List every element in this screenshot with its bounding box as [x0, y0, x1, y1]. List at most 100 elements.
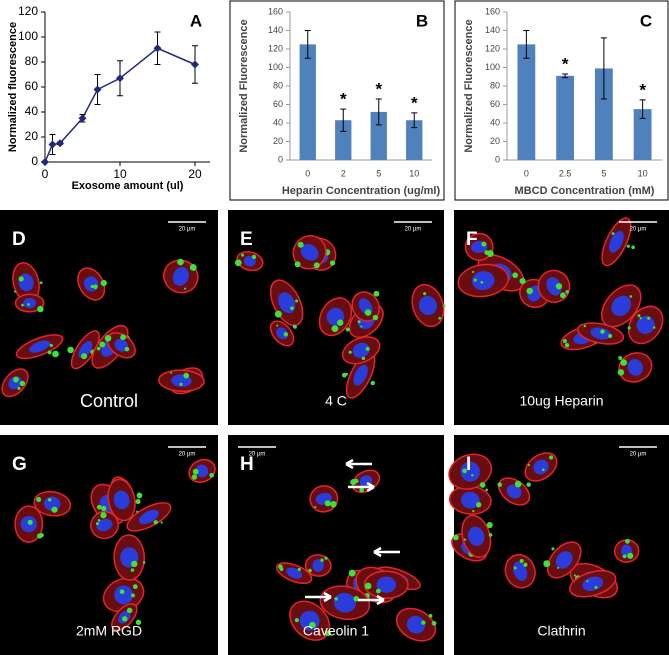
bar	[594, 68, 613, 160]
vesicle	[297, 241, 304, 248]
vesicle	[96, 504, 102, 510]
point	[116, 74, 124, 83]
error-bar	[523, 30, 530, 59]
vesicle	[179, 382, 183, 386]
nucleus	[300, 243, 319, 261]
vesicle	[184, 287, 187, 290]
vesicle	[345, 372, 349, 376]
vesicle	[131, 593, 135, 598]
vesicle	[27, 519, 33, 525]
x-tick-label: 2.5	[559, 168, 572, 178]
vesicle	[39, 281, 43, 285]
condition-label: 2mM RGD	[76, 623, 142, 639]
x-tick-label: 10	[409, 168, 419, 178]
vesicle	[626, 244, 630, 248]
vesicle	[421, 620, 426, 625]
condition-label: 4 C	[325, 393, 347, 409]
vesicle	[17, 386, 21, 390]
nucleus	[406, 615, 426, 634]
y-tick-label: 60	[25, 79, 39, 93]
vesicle	[309, 621, 316, 629]
vesicle	[136, 510, 139, 513]
vesicle	[519, 277, 526, 285]
arrow	[373, 546, 400, 558]
vesicle	[283, 332, 289, 337]
vesicle	[438, 316, 442, 320]
vesicle	[183, 372, 190, 379]
y-tick-label: 0	[278, 154, 283, 164]
nucleus	[590, 327, 611, 340]
vesicle	[631, 245, 635, 250]
y-tick-label: 100	[485, 62, 500, 72]
vesicle	[514, 480, 522, 488]
vesicle	[36, 533, 43, 539]
significance-mark: *	[562, 54, 569, 73]
vesicle	[608, 333, 613, 339]
y-tick-label: 0	[495, 154, 500, 164]
micrograph	[0, 435, 218, 655]
panel-letter: F	[466, 229, 478, 250]
vesicle	[600, 329, 605, 334]
vesicle	[191, 474, 198, 480]
vesicle	[126, 607, 133, 614]
y-tick-label: 80	[273, 80, 283, 90]
vesicle	[353, 595, 359, 602]
point	[41, 158, 49, 166]
vesicle	[331, 325, 339, 333]
vesicle	[364, 309, 372, 316]
error-bar	[562, 73, 569, 79]
vesicle	[36, 497, 42, 503]
bar	[517, 44, 536, 160]
vesicle	[557, 566, 560, 569]
vesicle	[324, 556, 328, 560]
x-tick-label: 0	[42, 167, 49, 181]
vesicle	[586, 580, 589, 583]
vesicle	[488, 533, 493, 537]
vesicle	[555, 283, 563, 290]
nucleus	[611, 295, 632, 316]
arrow	[345, 458, 372, 470]
vesicle	[617, 369, 625, 376]
nucleus	[636, 315, 655, 334]
vesicle	[348, 569, 356, 577]
vesicle	[99, 341, 106, 348]
vesicle	[160, 521, 163, 524]
vesicle	[480, 280, 484, 284]
x-axis-label: Heparin Concentration (ug/ml)	[282, 185, 441, 197]
vesicle	[359, 487, 365, 493]
vesicle	[639, 317, 642, 320]
y-tick-label: 160	[268, 6, 283, 16]
vesicle	[95, 522, 99, 526]
y-axis-label: Normalized Fluorescence	[463, 19, 475, 152]
vesicle	[124, 346, 130, 352]
vesicle	[189, 264, 197, 271]
micrograph	[454, 210, 669, 425]
point	[191, 60, 199, 69]
condition-label: Clathrin	[537, 623, 585, 639]
vesicle	[541, 468, 545, 472]
x-axis-label: MBCD Concentration (mM)	[515, 185, 655, 197]
vesicle	[313, 262, 320, 269]
vesicle	[90, 284, 94, 288]
panel-letter: D	[12, 229, 26, 250]
scale-label: 20 µm	[179, 452, 196, 458]
y-tick-label: 0	[31, 154, 38, 168]
nucleus	[376, 576, 397, 593]
y-tick-label: 80	[490, 80, 500, 90]
condition-label: Caveolin 1	[303, 623, 369, 639]
nucleus	[513, 561, 528, 581]
vesicle	[629, 295, 633, 298]
vesicle	[136, 492, 143, 499]
y-tick-label: 120	[268, 43, 283, 53]
vesicle	[375, 588, 381, 594]
x-tick-label: 0	[305, 168, 310, 178]
bar	[406, 120, 423, 160]
nucleus	[96, 518, 113, 532]
vesicle	[308, 568, 312, 573]
scale-label: 20 µm	[179, 227, 196, 233]
vesicle	[647, 316, 651, 320]
scale-label: 20 µm	[405, 227, 422, 233]
vesicle	[52, 350, 59, 358]
nucleus	[471, 271, 495, 291]
micrograph	[228, 210, 446, 425]
